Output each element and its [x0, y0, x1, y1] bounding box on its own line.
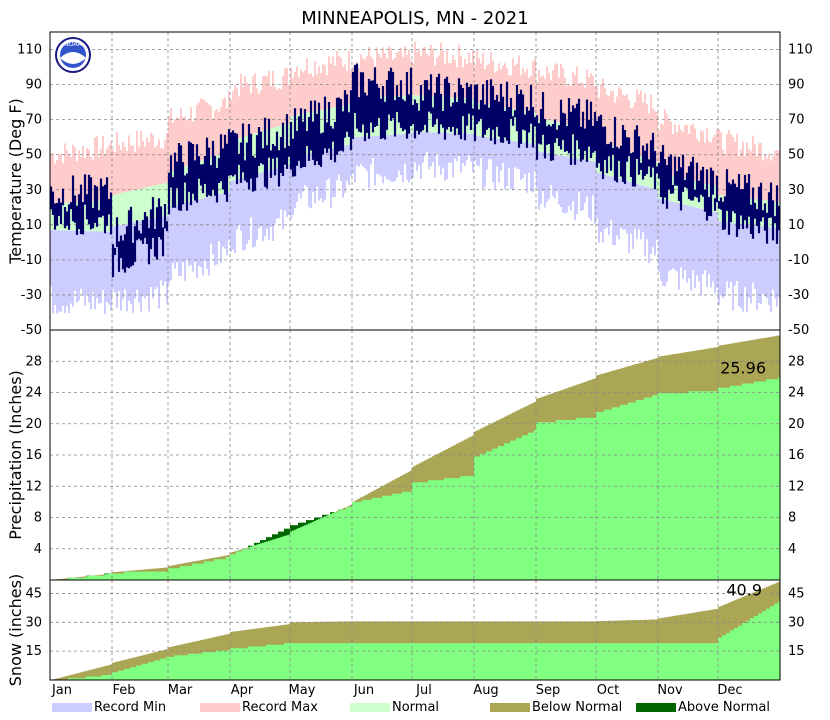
- temperature-tick-label-left: -10: [21, 253, 42, 268]
- precipitation-tick-label-left: 24: [25, 386, 42, 401]
- legend-swatch: [350, 703, 390, 712]
- temperature-tick-label-right: 50: [788, 148, 805, 163]
- panel-frame: [49, 579, 781, 681]
- y-axis-label: Precipitation (Inches): [6, 370, 25, 540]
- observed-temperature-series: [49, 63, 781, 278]
- temperature-tick-label-right: 10: [788, 218, 805, 233]
- month-tick-label: Feb: [112, 683, 135, 698]
- temperature-grid: [50, 32, 780, 331]
- temperature-tick-label-right: 90: [788, 78, 805, 93]
- temperature-tick-label-right: -50: [788, 323, 809, 338]
- legend-label: Below Normal: [532, 700, 622, 715]
- noaa-logo-text: NOAA: [64, 41, 82, 48]
- precipitation-grid: [50, 330, 780, 580]
- legend: Record Min Record Max Normal Below Normal Ab…: [52, 700, 770, 715]
- precipitation-tick-label-right: 4: [788, 542, 796, 557]
- temperature-tick-label-left: -30: [21, 288, 42, 303]
- temperature-tick-label-left: 110: [17, 43, 42, 58]
- temperature-tick-label-left: 10: [25, 218, 42, 233]
- observed-precipitation-series: [50, 377, 780, 580]
- record-min-series: [50, 131, 780, 315]
- snow-total-label: 40.9: [726, 580, 762, 599]
- temperature-tick-label-left: 90: [25, 78, 42, 93]
- snow-tick-label-left: 15: [25, 644, 42, 659]
- temperature-tick-label-left: 50: [25, 148, 42, 163]
- record-max-series: [50, 41, 780, 204]
- precipitation-total-label: 25.96: [720, 358, 766, 377]
- snow-tick-label-right: 30: [788, 615, 805, 630]
- legend-label: Above Normal: [678, 700, 770, 715]
- legend-swatch: [490, 703, 530, 712]
- temperature-tick-label-left: -50: [21, 323, 42, 338]
- y-axis-label: Snow (inches): [6, 574, 25, 686]
- precipitation-tick-label-left: 8: [34, 511, 42, 526]
- month-tick-label: Sep: [536, 683, 561, 698]
- precipitation-tick-label-right: 8: [788, 511, 796, 526]
- precipitation-tick-label-left: 28: [25, 354, 42, 369]
- precipitation-tick-label-right: 20: [788, 417, 805, 432]
- precipitation-tick-label-left: 12: [25, 479, 42, 494]
- snow-grid: [50, 580, 780, 680]
- precipitation-tick-label-right: 16: [788, 448, 805, 463]
- month-tick-label: Aug: [473, 683, 498, 698]
- legend-label: Record Min: [94, 700, 166, 715]
- temperature-tick-label-left: 70: [25, 113, 42, 128]
- precipitation-tick-label-right: 28: [788, 354, 805, 369]
- month-tick-label: Jun: [353, 683, 374, 698]
- precipitation-panel: 28 28 24 24 20 20 16 16 12 12 8 8 4 4 Precipitation (I…: [6, 329, 805, 581]
- temperature-tick-label-right: 70: [788, 113, 805, 128]
- legend-label: Normal: [392, 700, 439, 715]
- temperature-tick-label-right: -10: [788, 253, 809, 268]
- precipitation-tick-label-right: 12: [788, 479, 805, 494]
- month-tick-label: Apr: [231, 683, 254, 698]
- month-tick-label: Nov: [657, 683, 683, 698]
- temperature-panel: 110 110 90 90 70 70 50 50 30 30 10 10 -10 -10 -30 -30 -5…: [6, 31, 813, 338]
- precipitation-tick-label-left: 16: [25, 448, 42, 463]
- observed-snow-series: [50, 601, 780, 680]
- month-axis: Jan Feb Mar Apr May Jun Jul Aug Sep Oct Nov Dec: [51, 683, 743, 698]
- y-axis-label: Temperature (Deg F): [6, 98, 25, 265]
- legend-swatch: [636, 703, 676, 712]
- snow-tick-label-right: 15: [788, 644, 805, 659]
- snow-tick-label-right: 45: [788, 586, 805, 601]
- legend-label: Record Max: [242, 700, 318, 715]
- legend-swatch: [200, 703, 240, 712]
- month-tick-label: Oct: [597, 683, 619, 698]
- legend-swatch: [52, 703, 92, 712]
- temperature-tick-label-right: 30: [788, 183, 805, 198]
- precipitation-tick-label-left: 20: [25, 417, 42, 432]
- precipitation-tick-label-left: 4: [34, 542, 42, 557]
- snow-tick-label-left: 30: [25, 615, 42, 630]
- noaa-logo-icon: NOAA: [55, 37, 91, 73]
- precipitation-tick-label-right: 24: [788, 386, 805, 401]
- temperature-tick-label-left: 30: [25, 183, 42, 198]
- month-tick-label: Mar: [168, 683, 193, 698]
- month-tick-label: May: [289, 683, 316, 698]
- month-tick-label: Dec: [717, 683, 742, 698]
- temperature-tick-label-right: 110: [788, 43, 813, 58]
- temperature-tick-label-right: -30: [788, 288, 809, 303]
- month-tick-label: Jul: [415, 683, 432, 698]
- month-tick-label: Jan: [51, 683, 72, 698]
- chart-title: MINNEAPOLIS, MN - 2021: [301, 8, 528, 29]
- snow-tick-label-left: 45: [25, 586, 42, 601]
